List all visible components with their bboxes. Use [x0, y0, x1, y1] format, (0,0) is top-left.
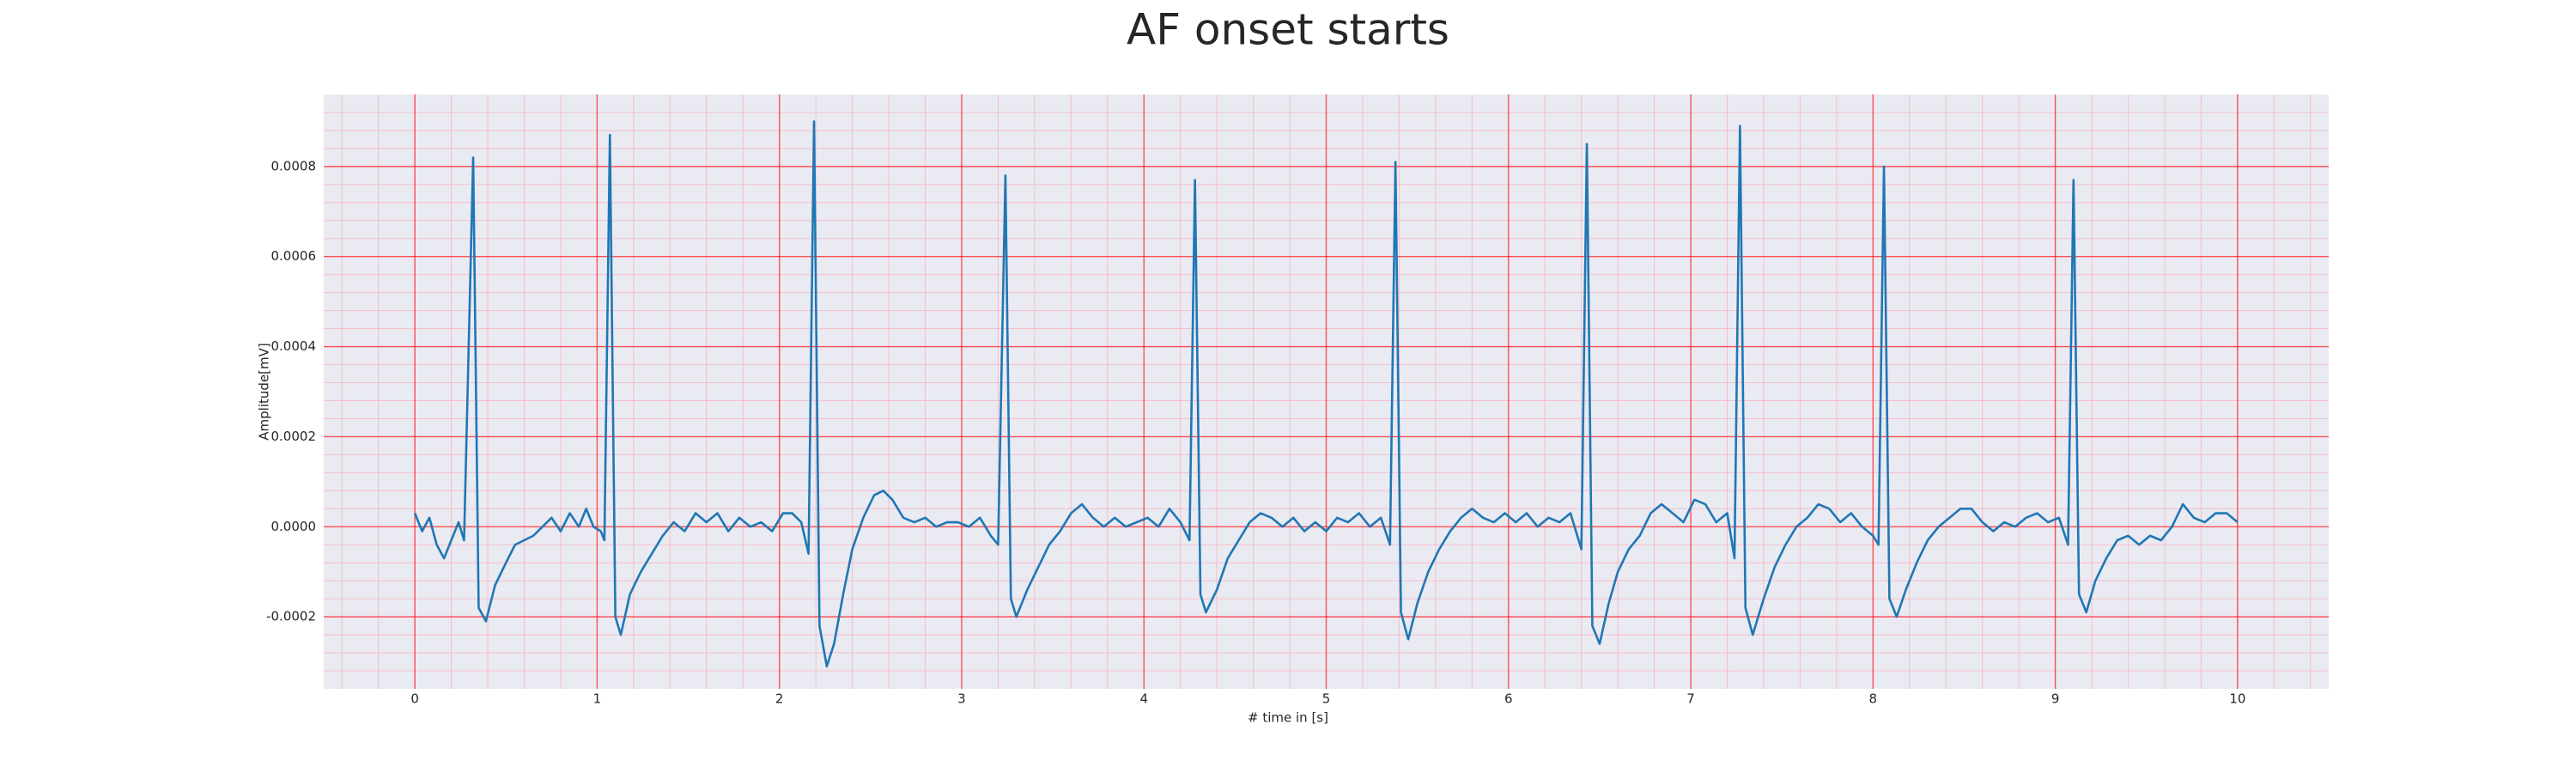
y-tick-label: 0.0008	[271, 158, 317, 173]
signal-line	[413, 120, 2239, 668]
y-tick-label: 0.0004	[271, 338, 317, 354]
y-tick-label: 0.0000	[271, 519, 317, 534]
x-tick-label: 9	[2051, 691, 2060, 707]
y-axis-label: Amplitude[mV]	[257, 343, 272, 440]
x-tick-label: 1	[593, 691, 602, 707]
x-tick-label: 7	[1686, 691, 1695, 707]
x-tick-label: 10	[2229, 691, 2245, 707]
x-axis-label: # time in [s]	[1248, 710, 1328, 726]
y-tick-label: -0.0002	[266, 609, 316, 624]
chart-title: AF onset starts	[1127, 5, 1449, 55]
x-tick-label: 2	[775, 691, 784, 707]
x-tick-label: 6	[1504, 691, 1513, 707]
x-tick-label: 3	[957, 691, 966, 707]
x-tick-label: 4	[1139, 691, 1148, 707]
x-tick-label: 0	[410, 691, 419, 707]
y-tick-label: 0.0006	[271, 248, 317, 264]
x-tick-label: 5	[1322, 691, 1331, 707]
y-tick-label: 0.0002	[271, 429, 317, 444]
x-tick-label: 8	[1869, 691, 1878, 707]
